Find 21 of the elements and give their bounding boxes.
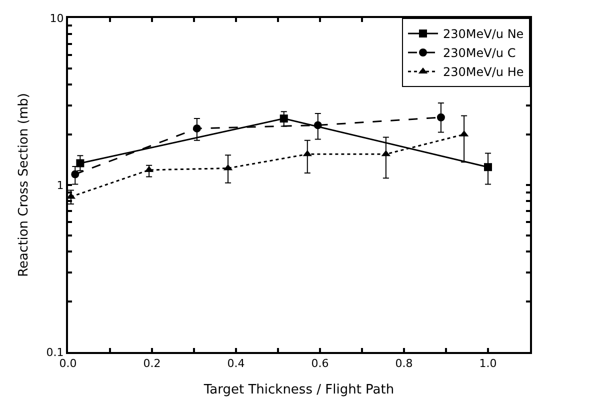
legend-label: 230MeV/u He bbox=[443, 65, 524, 80]
y-axis-title: Reaction Cross Section (mb) bbox=[16, 93, 32, 277]
x-tick-label: 0.2 bbox=[143, 357, 161, 370]
legend-label: 230MeV/u Ne bbox=[443, 27, 524, 42]
x-tick-label: 0.8 bbox=[395, 357, 413, 370]
point bbox=[484, 163, 492, 172]
point bbox=[280, 114, 288, 123]
legend-label: 230MeV/u C bbox=[443, 46, 516, 60]
y-tick-label: 0.1 bbox=[46, 346, 64, 359]
point bbox=[436, 113, 445, 122]
point bbox=[192, 124, 201, 132]
x-tick-label: 0.6 bbox=[311, 357, 329, 370]
point bbox=[76, 159, 84, 168]
y-tick-label: 1 bbox=[56, 178, 64, 192]
x-tick-label: 1.0 bbox=[479, 357, 497, 370]
point bbox=[71, 170, 80, 178]
x-tick-label: 0.0 bbox=[59, 357, 77, 370]
y-tick-label: 10 bbox=[50, 12, 64, 25]
point bbox=[314, 121, 322, 130]
x-tick-label: 0.4 bbox=[227, 357, 245, 370]
x-axis-title: Target Thickness / Flight Path bbox=[202, 382, 394, 398]
